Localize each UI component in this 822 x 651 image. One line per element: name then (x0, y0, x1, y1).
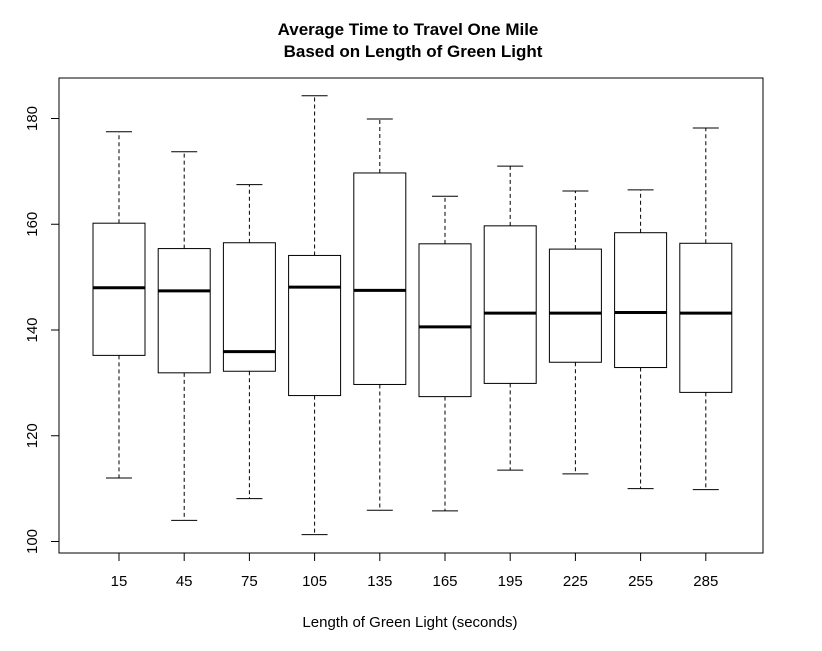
iqr-box-15 (92, 222, 146, 356)
x-tick-label-255: 255 (628, 573, 653, 590)
iqr-box-225 (548, 248, 602, 363)
boxes-group (92, 95, 733, 536)
y-tick-label-120: 120 (24, 423, 41, 448)
iqr-box-285 (679, 242, 733, 393)
box-225 (548, 190, 602, 475)
iqr-box-135 (353, 172, 407, 385)
y-tick-label-100: 100 (24, 529, 41, 554)
box-285 (679, 127, 733, 491)
iqr-box-165 (418, 243, 472, 398)
x-tick-label-165: 165 (432, 573, 457, 590)
y-tick-label-160: 160 (24, 212, 41, 237)
box-195 (483, 165, 537, 471)
iqr-box-195 (483, 225, 537, 384)
chart-title-line1: Average Time to Travel One Mile (278, 20, 539, 39)
x-tick-label-195: 195 (498, 573, 523, 590)
box-255 (614, 189, 668, 490)
x-tick-label-225: 225 (563, 573, 588, 590)
x-tick-label-135: 135 (367, 573, 392, 590)
iqr-box-75 (222, 242, 276, 372)
x-tick-label-45: 45 (176, 573, 193, 590)
x-axis-label: Length of Green Light (seconds) (302, 614, 517, 631)
box-165 (418, 195, 472, 512)
box-45 (157, 151, 211, 521)
iqr-box-255 (614, 232, 668, 369)
y-tick-label-140: 140 (24, 317, 41, 342)
chart-title-line2: Based on Length of Green Light (284, 42, 543, 61)
iqr-box-45 (157, 248, 211, 374)
box-135 (353, 118, 407, 511)
y-tick-label-180: 180 (24, 106, 41, 131)
box-105 (288, 95, 342, 536)
x-tick-label-285: 285 (693, 573, 718, 590)
box-75 (222, 184, 276, 500)
iqr-box-105 (288, 254, 342, 397)
box-15 (92, 131, 146, 479)
y-axis: 100 120 140 160 180 (24, 106, 60, 554)
x-tick-label-75: 75 (241, 573, 258, 590)
x-tick-label-105: 105 (302, 573, 327, 590)
x-tick-label-15: 15 (111, 573, 128, 590)
x-axis: 15 45 75 105 135 165 195 225 255 285 (111, 552, 718, 590)
